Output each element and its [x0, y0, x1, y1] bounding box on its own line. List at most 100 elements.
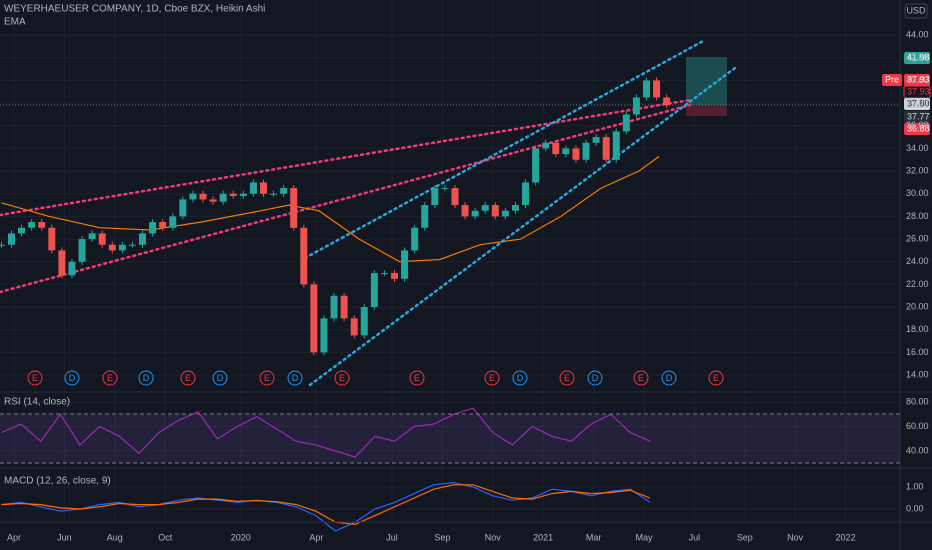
- candle: [602, 137, 610, 160]
- candle: [401, 250, 409, 279]
- candle: [542, 142, 550, 149]
- y-tick-label: 38.00: [906, 97, 929, 107]
- y-tick-label: 40.00: [906, 75, 929, 85]
- event-marker: [64, 370, 80, 386]
- price-tag-bg: [904, 123, 930, 135]
- event-marker: [27, 370, 43, 386]
- event-marker: [633, 370, 649, 386]
- y-tick-label: 24.00: [906, 256, 929, 266]
- macd-title: MACD (12, 26, close, 9): [4, 476, 111, 487]
- event-label: E: [185, 373, 191, 383]
- x-tick-label: Jul: [689, 532, 701, 542]
- candle: [643, 80, 651, 98]
- series-line: [1, 407, 651, 458]
- event-label: E: [564, 373, 570, 383]
- candle: [78, 239, 86, 262]
- event-label: D: [517, 373, 524, 383]
- candle: [249, 182, 257, 194]
- x-tick-label: Jul: [386, 532, 398, 542]
- event-marker: [212, 370, 228, 386]
- event-marker: [661, 370, 677, 386]
- y-tick-label: 42.00: [906, 52, 929, 62]
- candle: [48, 227, 56, 251]
- candle: [451, 188, 459, 206]
- x-tick-label: 2020: [231, 532, 251, 542]
- price-tag: Pre: [885, 74, 899, 84]
- event-label: E: [32, 373, 38, 383]
- event-marker: [334, 370, 350, 386]
- event-marker: [559, 370, 575, 386]
- channel-line: [0, 98, 692, 217]
- y-tick-label: 36.00: [906, 120, 929, 130]
- price-tag-bg: [882, 74, 902, 86]
- candle: [280, 188, 288, 194]
- y-tick-label: 60.00: [906, 421, 929, 431]
- grid: [0, 0, 900, 522]
- candle: [189, 193, 197, 200]
- candle: [209, 199, 217, 202]
- series-line: [1, 484, 651, 526]
- event-marker: [259, 370, 275, 386]
- x-tick-label: May: [635, 532, 653, 542]
- price-tag-bg: [904, 74, 930, 86]
- x-tick-label: Aug: [107, 532, 123, 542]
- price-tag-bg: [904, 111, 930, 123]
- candle: [622, 114, 630, 132]
- candle: [461, 205, 469, 217]
- rsi-band: [0, 414, 900, 463]
- candle: [28, 222, 36, 228]
- candle: [421, 205, 429, 228]
- event-label: D: [143, 373, 150, 383]
- candle: [239, 193, 247, 197]
- x-tick-label: Nov: [485, 532, 502, 542]
- candle: [380, 273, 388, 275]
- candle: [219, 193, 227, 202]
- candle: [98, 233, 106, 245]
- y-tick-label: 34.00: [906, 143, 929, 153]
- loss-zone: [686, 105, 727, 116]
- indicator-label: EMA: [4, 17, 26, 28]
- y-tick-label: 0.00: [906, 503, 924, 513]
- candle: [491, 205, 499, 217]
- x-tick-label: Apr: [309, 532, 323, 542]
- candle: [179, 199, 187, 217]
- price-tags: 41.98 Pre 37.93 37.93 37.80 37.77 36.88: [882, 52, 931, 135]
- currency: USD: [906, 5, 926, 15]
- event-label: D: [666, 373, 673, 383]
- event-label: E: [414, 373, 420, 383]
- candle: [149, 222, 157, 234]
- event-label: E: [339, 373, 345, 383]
- channels: [0, 38, 737, 387]
- x-tick-label: Mar: [586, 532, 602, 542]
- y-tick-label: 16.00: [906, 347, 929, 357]
- candle: [118, 244, 126, 251]
- y-tick-label: 20.00: [906, 301, 929, 311]
- candle: [431, 188, 439, 206]
- x-tick-label: Apr: [7, 532, 21, 542]
- y-tick-label: 28.00: [906, 211, 929, 221]
- event-label: E: [713, 373, 719, 383]
- event-marker: [102, 370, 118, 386]
- candle: [270, 193, 278, 195]
- channel-line: [0, 103, 692, 294]
- candle: [259, 182, 267, 194]
- candle: [128, 244, 136, 246]
- x-tick-label: Sep: [737, 532, 753, 542]
- x-tick-label: Nov: [787, 532, 804, 542]
- y-tick-label: 26.00: [906, 233, 929, 243]
- candle: [592, 137, 600, 143]
- y-tick-label: 30.00: [906, 188, 929, 198]
- price-tag: 41.98: [907, 52, 930, 62]
- candle: [572, 148, 580, 160]
- y-tick-label: 40.00: [906, 445, 929, 455]
- candle: [58, 250, 66, 276]
- y-tick-label: 32.00: [906, 165, 929, 175]
- candle: [481, 205, 489, 211]
- candle: [18, 227, 26, 234]
- x-tick-label: Sep: [434, 532, 450, 542]
- price-tag: 37.77: [907, 111, 930, 121]
- candle: [199, 193, 207, 200]
